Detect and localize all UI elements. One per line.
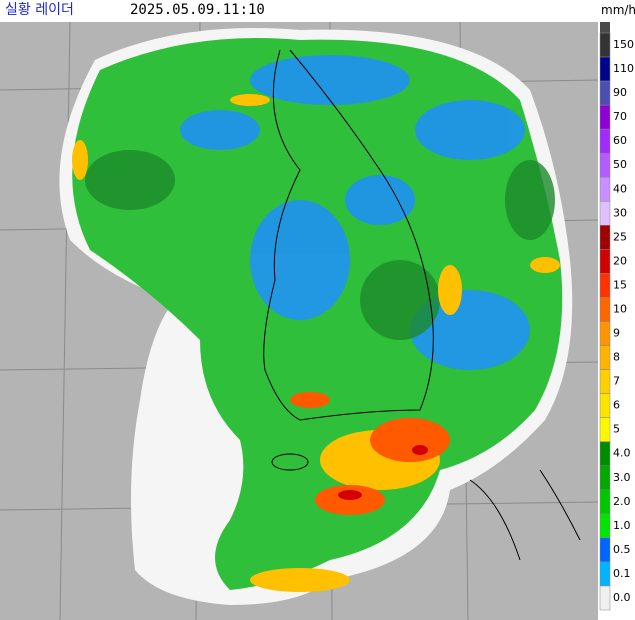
legend-label: 6 (613, 399, 620, 412)
echo-dark (85, 150, 555, 340)
legend-swatch (599, 561, 611, 587)
legend-swatch (599, 201, 611, 226)
legend-swatch (599, 249, 611, 274)
legend-swatch (599, 128, 611, 154)
legend-label: 30 (613, 206, 627, 219)
legend-swatch (599, 80, 611, 106)
legend-label: 2.0 (613, 495, 631, 508)
legend-swatch (599, 537, 611, 563)
legend-label: 40 (613, 182, 627, 195)
legend-label: 4.0 (613, 447, 631, 460)
legend-label: 10 (613, 302, 627, 315)
legend-unit: mm/h (601, 3, 635, 17)
legend-swatch (599, 273, 611, 298)
legend-label: 0.0 (613, 591, 631, 604)
legend-swatch (599, 104, 611, 130)
legend-swatch (599, 56, 611, 82)
legend-swatch (599, 177, 611, 202)
legend-label: 25 (613, 230, 627, 243)
legend-swatch (599, 152, 611, 178)
legend-label: 3.0 (613, 471, 631, 484)
page-title: 실황 레이더 (5, 2, 74, 18)
legend-swatch (599, 585, 611, 611)
legend-swatch (599, 393, 611, 418)
legend-label: 90 (613, 86, 627, 99)
legend-swatch (599, 369, 611, 394)
legend-label: 5 (613, 423, 620, 436)
timestamp: 2025.05.09.11:10 (130, 2, 265, 18)
legend-label: 150 (613, 38, 634, 51)
legend-swatch (599, 345, 611, 370)
legend-label: 0.5 (613, 543, 631, 556)
legend-label: 60 (613, 134, 627, 147)
legend-swatch (599, 465, 611, 491)
legend-label: 20 (613, 254, 627, 267)
legend-swatch (599, 513, 611, 539)
legend-label: 7 (613, 375, 620, 388)
legend-swatch (599, 417, 611, 442)
legend-swatch (599, 441, 611, 467)
echo-red (338, 445, 428, 500)
echo-blue (180, 55, 530, 370)
legend-label: 110 (613, 62, 634, 75)
legend-label: 1.0 (613, 519, 631, 532)
legend-swatch (599, 297, 611, 322)
legend-label: 50 (613, 158, 627, 171)
legend-label: 70 (613, 110, 627, 123)
coastline (263, 49, 581, 561)
legend-label: 9 (613, 327, 620, 340)
legend-swatch (599, 489, 611, 515)
legend-swatch (599, 225, 611, 250)
legend-label: 15 (613, 278, 627, 291)
legend-label: 0.1 (613, 567, 631, 580)
legend-swatch (599, 32, 611, 58)
legend-label: 8 (613, 351, 620, 364)
legend-cap (600, 22, 610, 33)
legend-swatch (599, 321, 611, 346)
